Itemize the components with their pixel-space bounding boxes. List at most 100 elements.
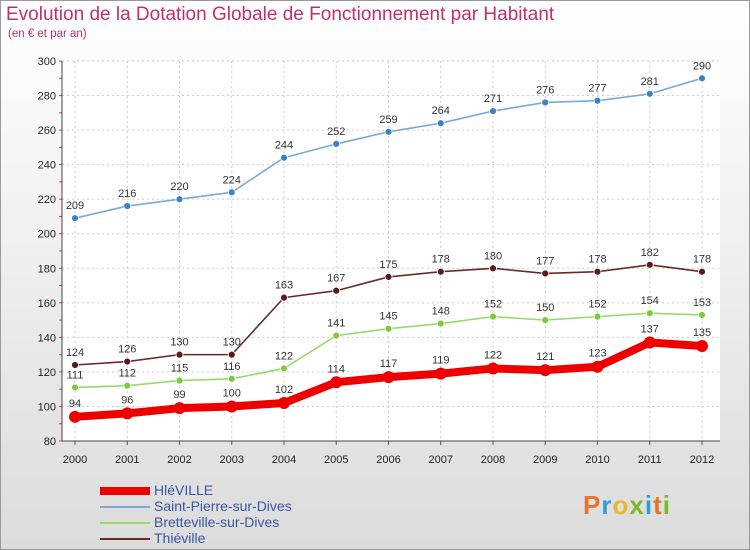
legend-label: Thiéville xyxy=(154,530,206,546)
data-point xyxy=(436,119,445,128)
chart-title: Evolution de la Dotation Globale de Fonc… xyxy=(6,4,555,25)
data-label: 290 xyxy=(693,60,711,72)
data-label: 126 xyxy=(118,344,136,356)
data-point xyxy=(541,269,550,278)
data-label: 175 xyxy=(379,259,397,271)
data-point xyxy=(591,360,604,373)
data-point xyxy=(696,340,708,352)
data-label: 117 xyxy=(380,358,398,370)
legend-swatch-saint-pierre xyxy=(100,506,150,508)
data-point xyxy=(643,336,656,349)
data-label: 115 xyxy=(171,363,189,375)
data-point xyxy=(71,361,79,369)
data-point xyxy=(280,293,288,302)
y-tick-label: 220 xyxy=(38,194,56,206)
data-point xyxy=(173,402,186,415)
x-tick-label: 2004 xyxy=(272,454,296,466)
data-point xyxy=(487,362,499,375)
y-tick-label: 180 xyxy=(38,263,56,275)
x-tick-label: 2000 xyxy=(63,454,87,466)
logo-letter: x xyxy=(629,490,645,520)
data-point xyxy=(384,273,393,281)
data-label: 119 xyxy=(432,355,450,367)
data-point xyxy=(332,140,341,148)
logo-letter: t xyxy=(653,490,663,520)
data-point xyxy=(175,350,184,359)
data-label: 178 xyxy=(693,254,711,266)
x-tick-label: 2001 xyxy=(115,454,139,466)
data-point xyxy=(436,319,445,328)
legend-swatch-hleville xyxy=(100,487,150,495)
y-tick-label: 100 xyxy=(38,401,56,413)
data-point xyxy=(332,286,341,295)
y-tick-label: 140 xyxy=(38,332,56,344)
y-tick-label: 160 xyxy=(38,298,56,310)
data-label: 182 xyxy=(641,247,659,259)
data-point xyxy=(330,376,343,389)
x-tick-label: 2009 xyxy=(533,454,557,466)
data-label: 224 xyxy=(223,174,241,186)
y-tick-label: 260 xyxy=(38,125,56,137)
x-tick-label: 2003 xyxy=(220,454,244,466)
x-tick-label: 2007 xyxy=(429,454,453,466)
logo-letter: i xyxy=(662,490,671,520)
data-point xyxy=(539,364,552,377)
data-label: 130 xyxy=(223,337,241,349)
data-point xyxy=(593,312,602,321)
data-label: 209 xyxy=(66,200,84,212)
logo-letter: o xyxy=(612,490,630,520)
data-point xyxy=(123,202,132,210)
data-point xyxy=(71,383,79,392)
data-label: 96 xyxy=(121,394,133,406)
data-label: 94 xyxy=(69,398,81,410)
data-label: 244 xyxy=(275,140,293,152)
logo-letter: i xyxy=(644,490,654,520)
data-point xyxy=(645,89,654,98)
data-label: 141 xyxy=(327,318,345,330)
logo-letter: r xyxy=(601,490,613,520)
data-point xyxy=(593,96,602,105)
data-label: 154 xyxy=(641,295,659,307)
data-label: 145 xyxy=(379,311,397,323)
data-point xyxy=(227,350,236,359)
data-label: 178 xyxy=(588,254,606,266)
legend-label: Saint-Pierre-sur-Dives xyxy=(154,498,292,514)
legend-swatch-thieville xyxy=(100,538,150,540)
data-point xyxy=(645,309,654,318)
data-label: 216 xyxy=(118,188,136,200)
data-point xyxy=(71,214,79,223)
data-label: 121 xyxy=(536,351,554,363)
data-label: 135 xyxy=(693,327,711,339)
data-point xyxy=(332,331,341,340)
y-tick-label: 240 xyxy=(38,160,56,172)
data-label: 152 xyxy=(484,299,502,311)
data-point xyxy=(645,260,654,269)
data-point xyxy=(384,324,393,333)
data-point xyxy=(434,367,447,380)
data-point xyxy=(121,407,134,420)
data-label: 123 xyxy=(588,348,606,360)
data-label: 122 xyxy=(275,350,293,362)
data-label: 100 xyxy=(223,387,241,399)
logo-letter: P xyxy=(583,490,602,520)
data-point xyxy=(698,267,706,276)
data-label: 281 xyxy=(641,76,659,88)
data-label: 259 xyxy=(379,114,397,126)
x-tick-label: 2002 xyxy=(167,454,191,466)
data-point xyxy=(123,381,132,390)
data-label: 153 xyxy=(693,297,711,309)
data-point xyxy=(384,127,393,136)
x-tick-label: 2010 xyxy=(585,454,609,466)
y-tick-label: 200 xyxy=(38,229,56,241)
data-point xyxy=(280,364,288,373)
data-label: 99 xyxy=(173,389,185,401)
x-tick-label: 2012 xyxy=(690,454,714,466)
x-tick-label: 2006 xyxy=(376,454,400,466)
y-tick-label: 300 xyxy=(38,56,56,68)
data-label: 152 xyxy=(588,299,606,311)
data-label: 150 xyxy=(536,302,554,314)
data-label: 277 xyxy=(588,83,606,95)
data-label: 112 xyxy=(118,368,136,380)
data-label: 163 xyxy=(275,280,293,292)
